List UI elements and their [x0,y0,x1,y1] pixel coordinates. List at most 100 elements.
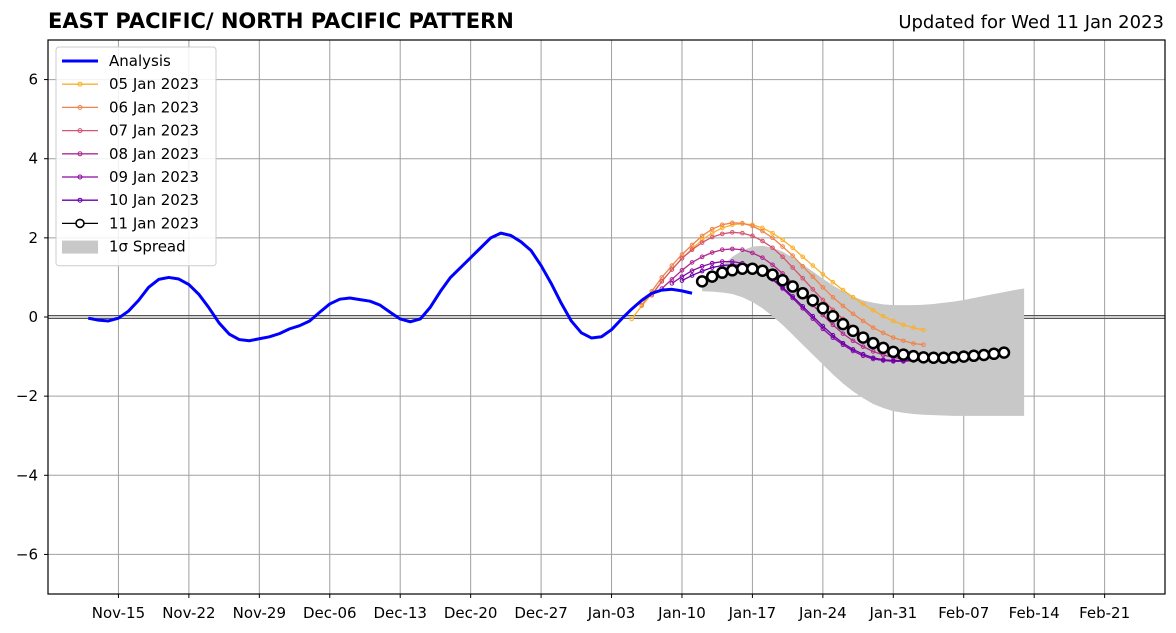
data-point [736,262,749,275]
data-point [756,264,769,277]
data-point [746,262,759,275]
x-tick-label: Jan-17 [728,604,777,622]
x-tick-label: Feb-07 [938,604,989,622]
legend-item: 10 Jan 2023 [62,191,199,209]
data-point [750,223,755,229]
legend-item: 06 Jan 2023 [62,98,199,116]
data-point [947,351,960,364]
legend-marker [77,104,83,110]
axis-layer: Nov-15 Nov-22 Nov-29 Dec-06 Dec-13 Dec-20 Dec-… [16,39,1166,622]
data-point [786,280,799,293]
data-point [897,348,910,361]
data-point [709,265,715,270]
data-point [780,254,785,260]
data-point [927,351,940,365]
series-line [641,222,924,346]
data-point [921,327,926,333]
data-point [810,287,816,292]
data-point [770,230,775,236]
data-point [639,302,645,308]
y-tick-label: −6 [16,545,38,563]
x-tick-label: Dec-20 [444,604,498,622]
data-point [800,304,806,309]
data-point [719,222,725,228]
data-point [911,325,916,330]
data-point [850,311,856,317]
data-point [806,294,820,307]
data-point [820,326,826,332]
data-point [629,316,634,322]
series-06-jan-2023 [639,220,926,348]
data-point [770,235,775,241]
data-point [790,294,795,299]
x-tick-label: Nov-29 [233,604,286,622]
legend-marker [77,174,83,180]
data-point [901,338,906,344]
legend-label: 10 Jan 2023 [109,191,199,209]
series-analysis [87,231,693,343]
data-point [770,245,775,251]
data-point [689,268,695,274]
data-point [820,271,826,277]
series-layer [87,220,1011,365]
legend-label: 09 Jan 2023 [109,168,199,186]
y-tick-label: −2 [16,387,38,405]
data-point [699,240,705,245]
data-point [679,268,685,273]
series-11-jan-2023 [695,262,1011,365]
data-point [740,247,745,253]
data-point [679,278,685,283]
y-tick-label: 0 [28,308,38,326]
data-point [699,233,705,239]
data-point [810,274,816,279]
legend-item: 11 Jan 2023 [62,214,199,232]
data-point [689,260,695,265]
data-point [796,287,809,300]
data-point [850,294,856,300]
legend: Analysis 05 Jan 2023 06 Jan 2023 07 Jan 202… [55,46,217,267]
legend-label: 05 Jan 2023 [109,75,199,93]
data-point [729,246,735,252]
data-point [816,302,830,315]
data-point [997,346,1011,359]
data-point [790,265,795,270]
data-point [870,355,876,361]
data-point [800,275,806,281]
data-point [830,322,836,328]
y-tick-label: 4 [28,150,38,168]
data-point [890,358,896,363]
data-point [866,336,880,350]
data-point [887,345,900,359]
legend-label: 08 Jan 2023 [109,145,199,163]
data-point [760,238,765,244]
data-point [907,349,920,363]
data-point [890,318,896,324]
data-point [780,244,785,249]
x-tick-label: Feb-14 [1009,604,1060,622]
data-point [729,230,735,235]
data-point [669,281,675,286]
data-point [876,341,890,355]
data-point [840,287,846,293]
series-line [87,231,693,343]
y-tick-label: 2 [28,229,38,247]
data-point [750,233,755,239]
data-point [689,273,695,278]
data-point [750,250,755,256]
data-point [856,331,870,344]
data-point [705,270,719,283]
data-point [860,318,866,324]
data-point [840,303,846,309]
data-point [760,228,765,234]
data-point [917,351,930,364]
legend-marker [77,151,83,157]
data-point [719,231,725,237]
data-point [709,234,715,240]
data-point [836,317,850,331]
data-point [709,250,715,255]
x-tick-label: Nov-15 [92,604,145,622]
data-point [770,262,775,268]
x-tick-label: Jan-10 [657,604,706,622]
data-point [880,330,886,336]
data-point [937,351,950,365]
